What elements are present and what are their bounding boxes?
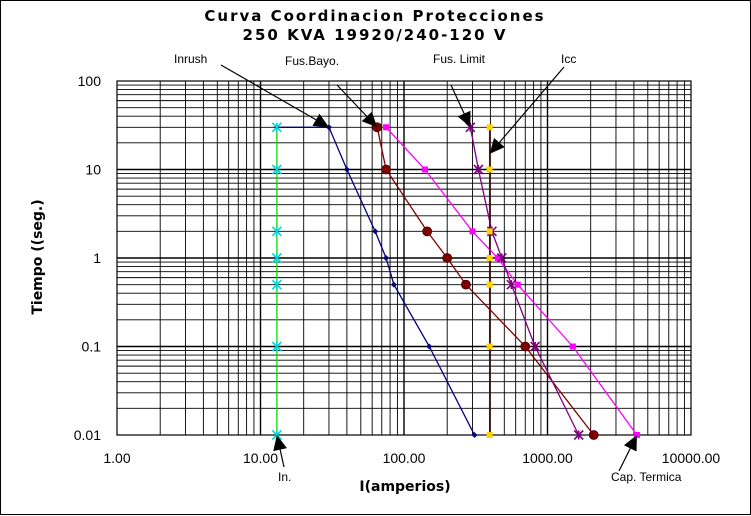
annotation-arrow-line (220, 64, 317, 121)
x-axis-label: I(amperios) (359, 479, 450, 495)
data-point-cap_termica (514, 281, 521, 288)
annotation-arrow-head (489, 137, 505, 154)
data-point-cap_termica (494, 255, 501, 261)
data-point-in (271, 252, 282, 264)
x-tick-label: 10000.00 (662, 450, 721, 466)
annotation-3: Icc (489, 52, 576, 154)
data-point-cap_termica (421, 166, 428, 173)
data-point-cap_termica (569, 343, 576, 350)
data-point-in (271, 164, 282, 175)
annotation-arrow-line (498, 66, 565, 143)
data-point-icc (486, 281, 493, 288)
data-point-fus_bayo (520, 341, 531, 352)
y-axis-label: Tiempo ((seg.) (30, 199, 46, 314)
data-point-inrush (426, 343, 433, 350)
y-tick-label: 1 (93, 250, 101, 266)
data-point-in (271, 226, 282, 237)
data-point-fus_limit (496, 252, 507, 264)
annotation-arrow-head (273, 435, 287, 452)
annotation-arrow-head (361, 111, 378, 128)
chart-subtitle: 250 KVA 19920/240-120 V (243, 26, 508, 44)
annotation-arrow-head (312, 113, 329, 128)
y-tick-label: 100 (78, 73, 102, 89)
series-line-inrush (276, 126, 476, 436)
data-point-cap_termica (383, 124, 390, 131)
annotation-label: Icc (561, 52, 576, 66)
annotations: Inrush Fus.Bayo. Fus. Limit Icc In. Cap. Term… (174, 52, 682, 484)
data-point-fus_bayo (381, 164, 391, 175)
tick-labels: 1.00 10.00 100.00 1000.00 10000.00 0.01 0.1 1 10… (74, 73, 721, 466)
data-point-icc (486, 255, 493, 261)
annotation-arrow-head (623, 435, 637, 452)
data-point-icc (486, 166, 493, 173)
annotation-arrow-head (457, 110, 471, 128)
x-tick-label: 10.00 (243, 450, 278, 466)
annotation-2: Fus. Limit (433, 52, 486, 128)
series-icc (486, 124, 493, 438)
annotation-arrow-line (450, 84, 465, 114)
annotation-0: Inrush (174, 52, 329, 128)
annotation-4: In. (273, 435, 291, 484)
annotation-1: Fus.Bayo. (285, 54, 378, 128)
x-tick-label: 1.00 (103, 450, 130, 466)
data-point-cap_termica (469, 228, 476, 235)
series-group (271, 122, 640, 441)
data-point-fus_bayo (588, 430, 599, 440)
y-tick-label: 0.1 (82, 339, 102, 355)
series-fus_bayo (372, 122, 599, 440)
data-point-fus_limit (506, 279, 517, 290)
data-point-in (271, 279, 282, 290)
annotation-5: Cap. Termica (611, 435, 682, 484)
data-point-icc (486, 228, 493, 235)
y-tick-label: 0.01 (74, 427, 101, 443)
annotation-label: Inrush (174, 52, 207, 66)
data-point-inrush (372, 228, 379, 235)
annotation-arrow-line (279, 449, 285, 468)
y-tick-label: 10 (85, 162, 101, 178)
data-point-fus_bayo (461, 279, 471, 290)
data-point-fus_bayo (442, 253, 453, 263)
data-point-inrush (343, 166, 350, 173)
annotation-label: In. (278, 470, 291, 484)
data-point-fus_limit (573, 429, 584, 441)
annotation-label: Fus.Bayo. (285, 54, 339, 68)
data-point-in (271, 122, 282, 133)
data-point-inrush (383, 255, 390, 261)
data-point-fus_limit (530, 341, 541, 352)
data-point-inrush (390, 281, 397, 288)
data-point-inrush (471, 432, 478, 438)
series-in (271, 122, 282, 441)
data-point-fus_bayo (422, 226, 433, 237)
annotation-arrow-line (336, 84, 368, 117)
annotation-label: Fus. Limit (433, 52, 486, 66)
chart-title: Curva Coordinacion Protecciones (204, 7, 545, 25)
x-tick-label: 100.00 (383, 450, 426, 466)
x-tick-label: 1000.00 (522, 450, 573, 466)
data-point-icc (486, 343, 493, 350)
data-point-in (271, 341, 282, 352)
grid (116, 80, 692, 436)
data-point-icc (486, 432, 493, 438)
data-point-fus_limit (473, 164, 484, 175)
annotation-arrow-line (618, 448, 631, 472)
data-point-icc (486, 124, 493, 131)
annotation-label: Cap. Termica (611, 470, 682, 484)
